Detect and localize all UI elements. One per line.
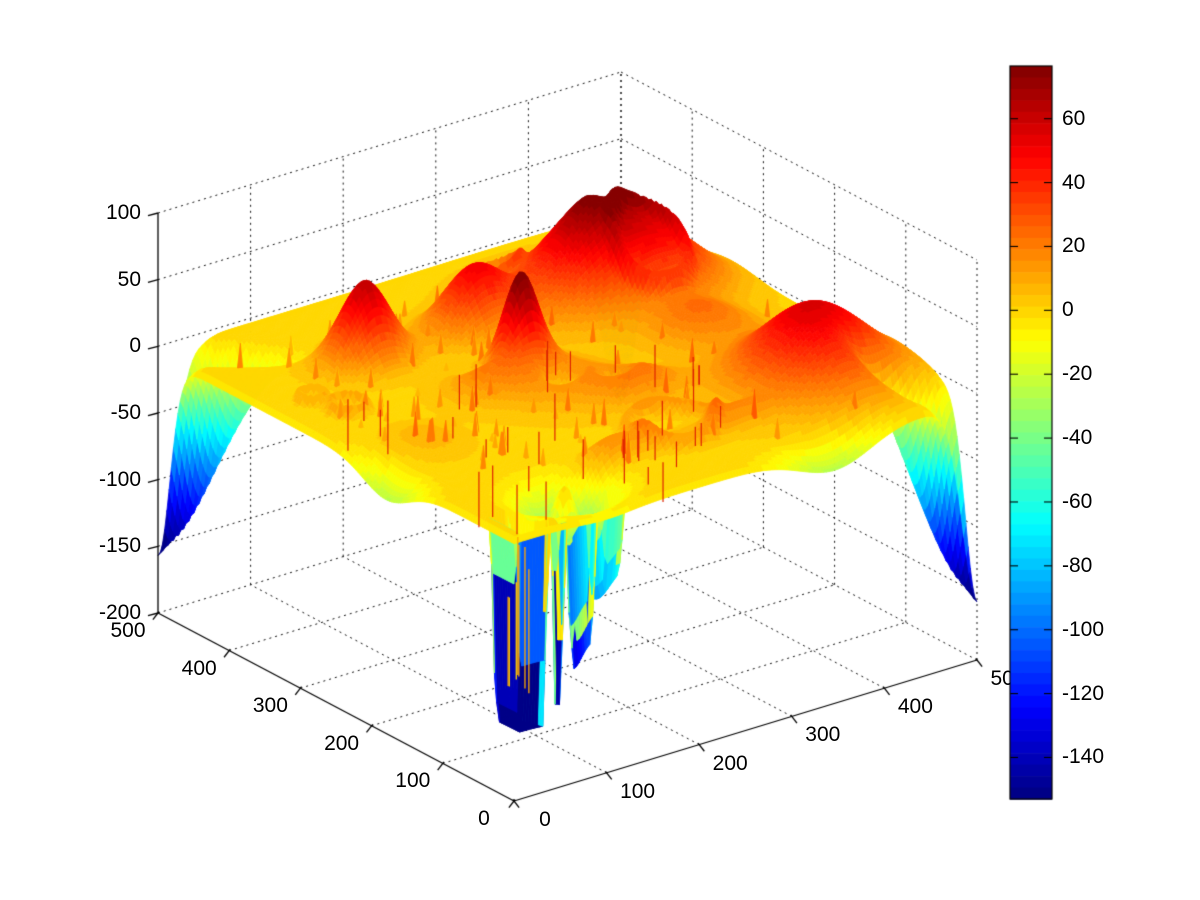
matlab-figure: 01002003004005000100200300400500-200-150… xyxy=(0,0,1200,900)
surface-plot-canvas xyxy=(0,0,1200,900)
